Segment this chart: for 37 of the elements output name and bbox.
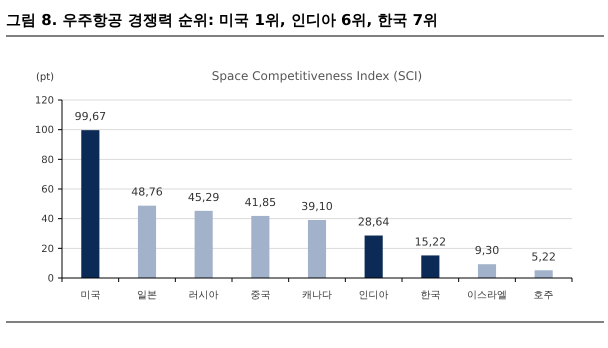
x-tick-label: 중국 [250,290,270,301]
x-tick-label: 러시아 [188,290,219,301]
data-label: 15,22 [414,235,446,248]
data-label: 48,76 [131,186,163,199]
bar [81,130,100,278]
x-tick-label: 인디아 [358,290,389,301]
bar [194,210,213,278]
x-tick-label: 한국 [420,290,440,301]
data-label: 99,67 [74,110,106,124]
data-label: 28,64 [358,216,390,229]
x-tick-label: 이스라엘 [467,290,507,301]
bar [251,216,270,278]
bar [534,270,553,278]
y-tick-label: 120 [34,96,54,106]
y-tick-label: 80 [41,154,54,166]
data-label: 39,10 [301,200,333,213]
y-tick-label: 0 [48,274,54,284]
x-tick-label: 미국 [80,290,100,301]
data-label: 41,85 [244,196,276,209]
data-label: 9,30 [474,244,500,258]
bar [308,220,326,278]
chart-subtitle: Space Competitiveness Index (SCI) [212,69,422,83]
bar [478,264,496,278]
x-tick-label: 호주 [534,290,554,301]
y-tick-label: 40 [41,214,54,226]
x-tick-label: 일본 [137,290,157,301]
y-tick-label: 60 [41,184,54,196]
bar [138,206,156,278]
bar [364,236,383,278]
y-tick-label: 20 [41,244,54,255]
y-tick-label: 100 [34,125,54,136]
data-label: 45,29 [188,190,220,204]
bar [421,255,440,278]
data-label: 5,22 [531,250,556,264]
chart-title: 그림 8. 우주항공 경쟁력 순위: 미국 1위, 인디아 6위, 한국 7위 [6,11,438,29]
y-axis-title: (pt) [36,72,54,83]
x-tick-label: 캐나다 [302,290,332,301]
